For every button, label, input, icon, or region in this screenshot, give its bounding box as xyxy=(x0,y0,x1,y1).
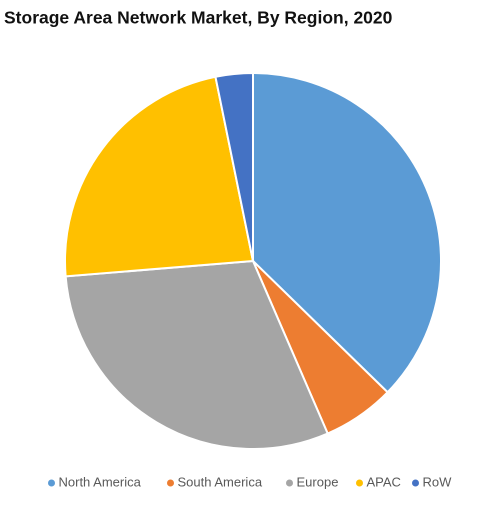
legend-label: North America xyxy=(59,474,142,489)
legend-marker xyxy=(167,479,174,487)
legend-label: APAC xyxy=(367,474,401,489)
pie-slice xyxy=(214,71,254,262)
pie-slice xyxy=(64,259,329,450)
legend-label: RoW xyxy=(423,474,453,489)
chart-title: Storage Area Network Market, By Region, … xyxy=(4,8,393,28)
legend-label: South America xyxy=(178,474,263,489)
pie-slice xyxy=(252,71,442,394)
legend-marker xyxy=(48,479,55,487)
pie-slice xyxy=(64,75,255,278)
legend-label: Europe xyxy=(297,474,339,489)
legend-marker xyxy=(286,479,293,487)
legend-marker xyxy=(412,479,419,487)
legend-marker xyxy=(356,479,363,487)
